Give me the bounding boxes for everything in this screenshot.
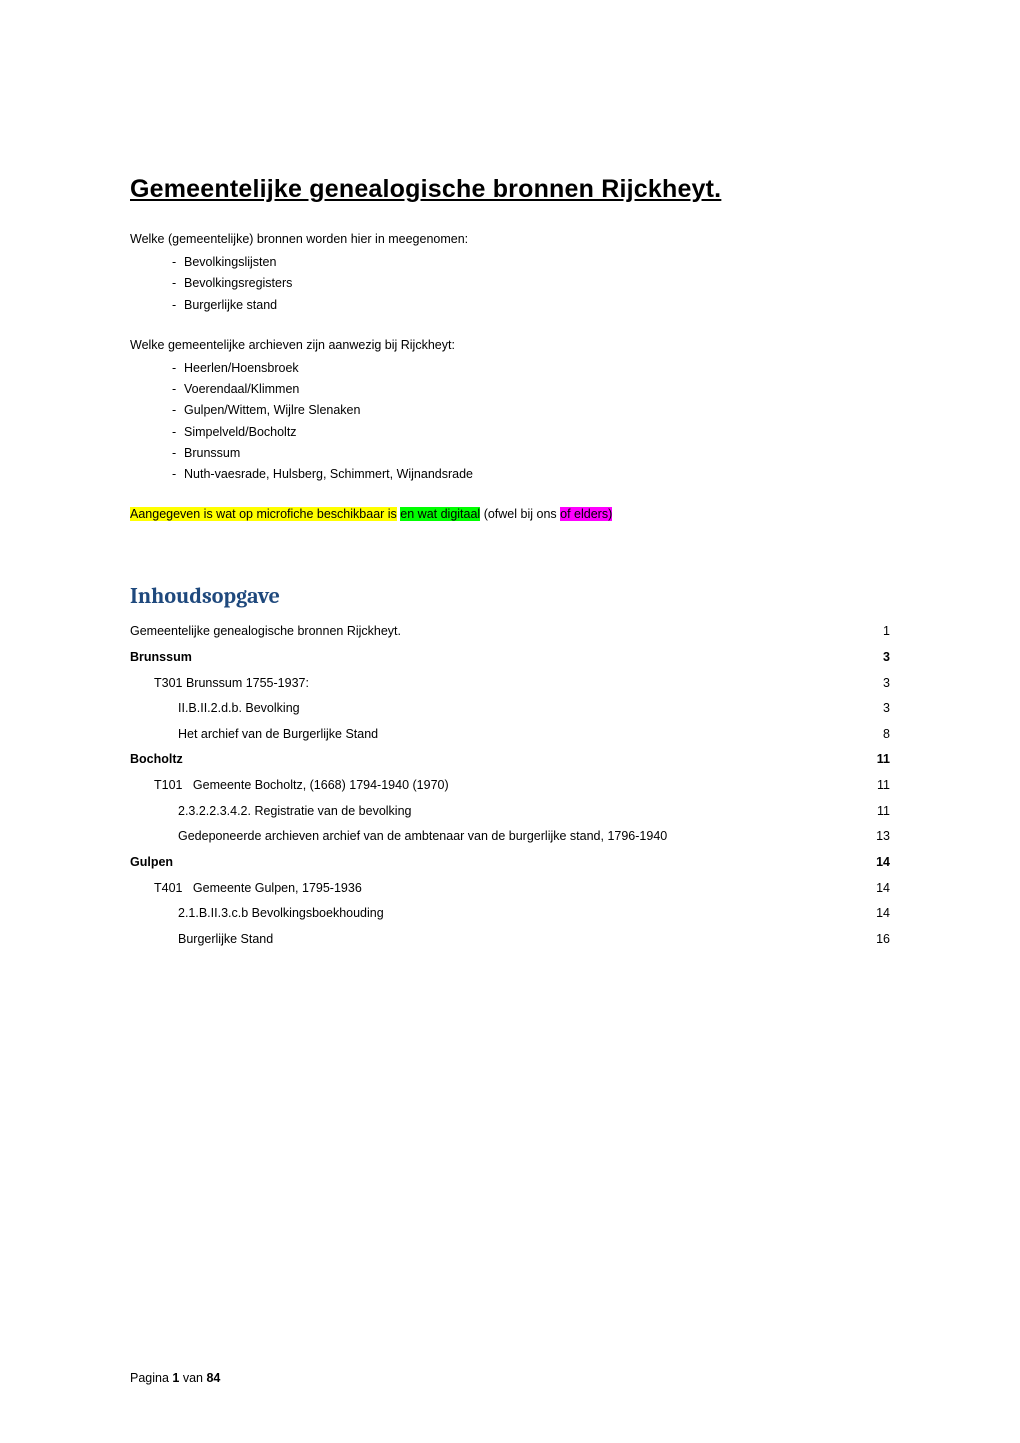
- footer-prefix: Pagina: [130, 1371, 172, 1385]
- table-of-contents: Gemeentelijke genealogische bronnen Rijc…: [130, 619, 890, 952]
- archieven-item: Brunssum: [184, 443, 890, 464]
- toc-page: 16: [864, 927, 890, 953]
- archieven-item: Heerlen/Hoensbroek: [184, 358, 890, 379]
- toc-label: Burgerlijke Stand: [130, 927, 273, 953]
- toc-row: Bocholtz 11: [130, 747, 890, 773]
- toc-page: 11: [865, 773, 890, 799]
- toc-label: T101 Gemeente Bocholtz, (1668) 1794-1940…: [130, 773, 449, 799]
- toc-label: Het archief van de Burgerlijke Stand: [130, 722, 378, 748]
- toc-row: Burgerlijke Stand 16: [130, 927, 890, 953]
- toc-row: Brunssum 3: [130, 645, 890, 671]
- archieven-item: Voerendaal/Klimmen: [184, 379, 890, 400]
- archieven-item: Simpelveld/Bocholtz: [184, 422, 890, 443]
- toc-label: T301 Brunssum 1755-1937:: [130, 671, 309, 697]
- bronnen-item: Bevolkingslijsten: [184, 252, 890, 273]
- bronnen-intro: Welke (gemeentelijke) bronnen worden hie…: [130, 232, 890, 246]
- archieven-item: Nuth-vaesrade, Hulsberg, Schimmert, Wijn…: [184, 464, 890, 485]
- toc-page: 14: [864, 850, 890, 876]
- footer-total-pages: 84: [206, 1371, 220, 1385]
- toc-label: 2.1.B.II.3.c.b Bevolkingsboekhouding: [130, 901, 384, 927]
- toc-page: 14: [864, 901, 890, 927]
- toc-row: 2.1.B.II.3.c.b Bevolkingsboekhouding 14: [130, 901, 890, 927]
- toc-label: II.B.II.2.d.b. Bevolking: [130, 696, 300, 722]
- toc-page: 1: [871, 619, 890, 645]
- toc-page: 11: [865, 799, 890, 825]
- highlight-yellow: Aangegeven is wat op microfiche beschikb…: [130, 507, 397, 521]
- highlight-green: en wat digitaal: [400, 507, 480, 521]
- footer-middle: van: [179, 1371, 206, 1385]
- toc-page: 11: [865, 747, 890, 773]
- toc-page: 14: [864, 876, 890, 902]
- bronnen-list: Bevolkingslijsten Bevolkingsregisters Bu…: [130, 252, 890, 316]
- toc-label: T401 Gemeente Gulpen, 1795-1936: [130, 876, 362, 902]
- toc-row: 2.3.2.2.3.4.2. Registratie van de bevolk…: [130, 799, 890, 825]
- toc-page: 13: [864, 824, 890, 850]
- highlight-pink: of elders): [560, 507, 612, 521]
- toc-row: Het archief van de Burgerlijke Stand 8: [130, 722, 890, 748]
- toc-row: Gedeponeerde archieven archief van de am…: [130, 824, 890, 850]
- toc-page: 3: [871, 645, 890, 671]
- highlight-plain: (ofwel bij ons: [480, 507, 560, 521]
- toc-row: T401 Gemeente Gulpen, 1795-1936 14: [130, 876, 890, 902]
- toc-page: 8: [871, 722, 890, 748]
- toc-label: Brunssum: [130, 645, 192, 671]
- page-title: Gemeentelijke genealogische bronnen Rijc…: [130, 175, 890, 204]
- archieven-intro: Welke gemeentelijke archieven zijn aanwe…: [130, 338, 890, 352]
- bronnen-item: Burgerlijke stand: [184, 295, 890, 316]
- highlight-legend: Aangegeven is wat op microfiche beschikb…: [130, 507, 890, 521]
- toc-row: II.B.II.2.d.b. Bevolking 3: [130, 696, 890, 722]
- toc-label: Gedeponeerde archieven archief van de am…: [130, 824, 667, 850]
- bronnen-item: Bevolkingsregisters: [184, 273, 890, 294]
- toc-row: Gemeentelijke genealogische bronnen Rijc…: [130, 619, 890, 645]
- toc-label: 2.3.2.2.3.4.2. Registratie van de bevolk…: [130, 799, 411, 825]
- toc-page: 3: [871, 671, 890, 697]
- toc-heading: Inhoudsopgave: [130, 583, 890, 609]
- toc-row: T301 Brunssum 1755-1937: 3: [130, 671, 890, 697]
- archieven-list: Heerlen/Hoensbroek Voerendaal/Klimmen Gu…: [130, 358, 890, 486]
- toc-label: Gulpen: [130, 850, 173, 876]
- toc-row: T101 Gemeente Bocholtz, (1668) 1794-1940…: [130, 773, 890, 799]
- archieven-item: Gulpen/Wittem, Wijlre Slenaken: [184, 400, 890, 421]
- toc-label: Bocholtz: [130, 747, 183, 773]
- toc-label: Gemeentelijke genealogische bronnen Rijc…: [130, 619, 401, 645]
- toc-page: 3: [871, 696, 890, 722]
- toc-row: Gulpen 14: [130, 850, 890, 876]
- page-footer: Pagina 1 van 84: [130, 1371, 220, 1385]
